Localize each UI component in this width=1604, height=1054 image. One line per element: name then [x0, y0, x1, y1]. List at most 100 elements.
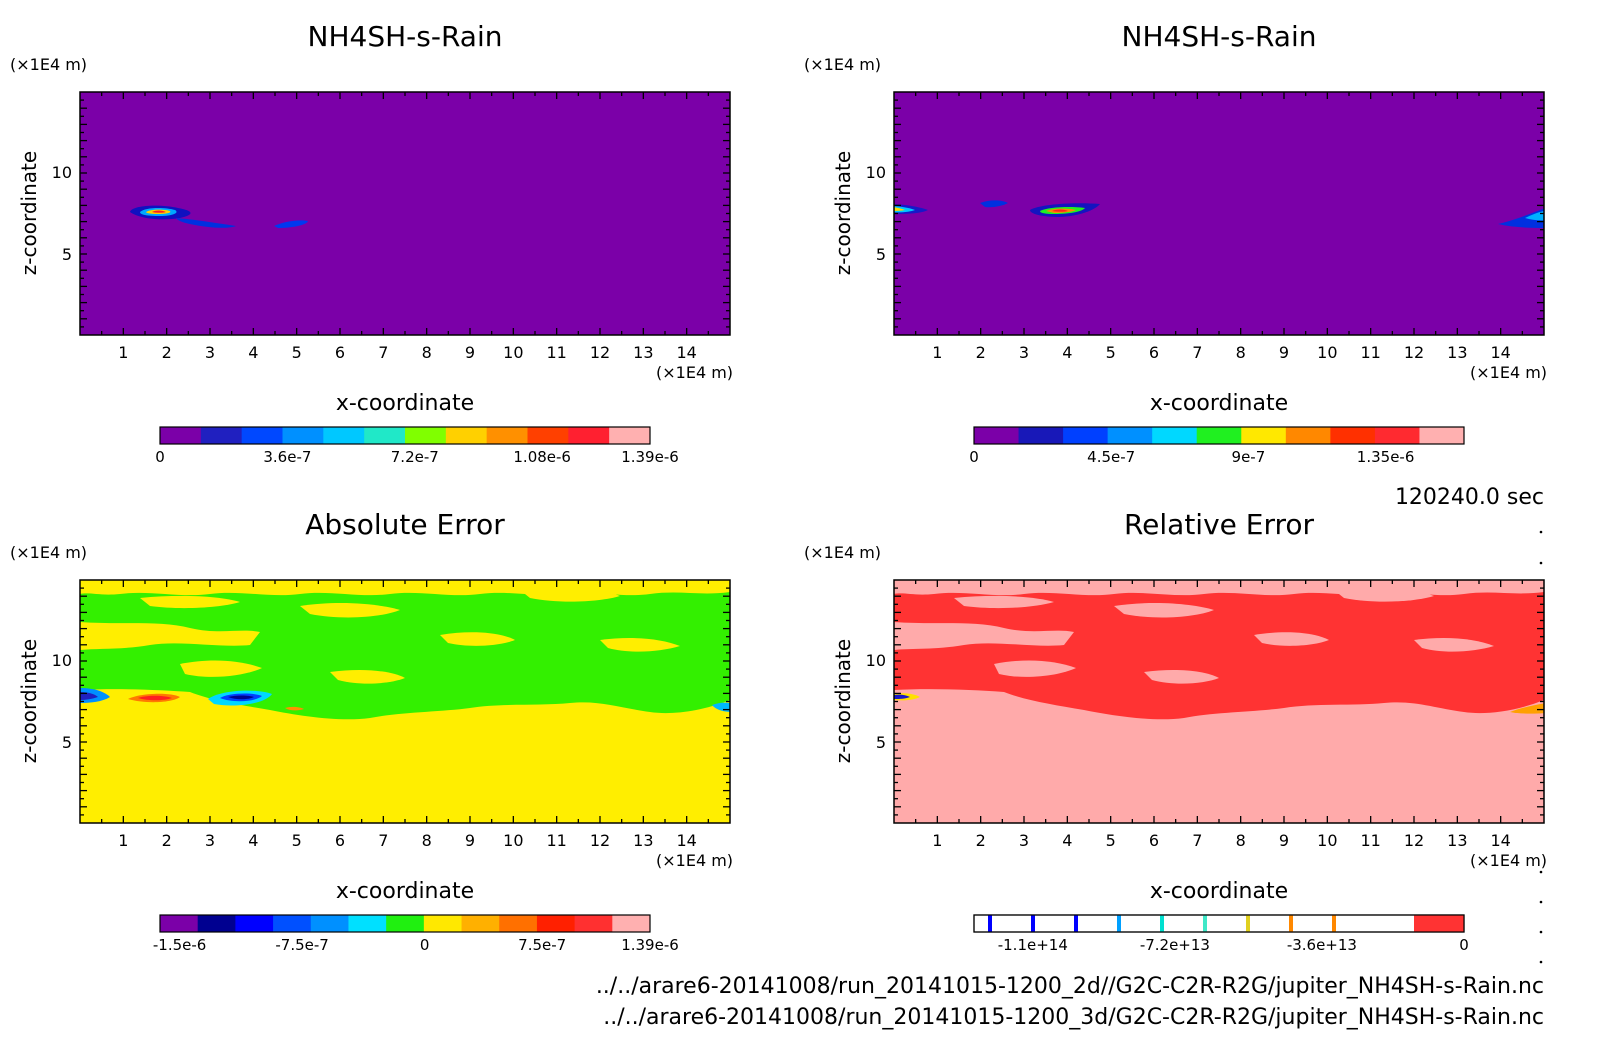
ticks	[80, 92, 730, 335]
colorbar-stripe	[1203, 915, 1207, 932]
x-tick-label: 14	[1490, 831, 1510, 850]
x-tick-label: 14	[1490, 343, 1510, 362]
colorbar-segment	[974, 427, 1020, 444]
x-tick-label: 8	[1236, 343, 1246, 362]
x-tick-label: 7	[1192, 343, 1202, 362]
colorbar-segment	[160, 427, 202, 444]
x-tick-label: 8	[422, 343, 432, 362]
colorbar-segment	[1107, 427, 1153, 444]
colorbar-tick-label: 9e-7	[1232, 448, 1266, 466]
colorbar-segment	[536, 915, 576, 932]
colorbar-segment	[499, 915, 538, 932]
y-axis-label: z-coordinate	[17, 151, 41, 275]
x-tick-label: 6	[1149, 831, 1159, 850]
colorbar-segment	[323, 427, 365, 444]
x-tick-label: 2	[162, 343, 172, 362]
x-tick-label: 3	[1019, 343, 1029, 362]
ticks	[894, 580, 1544, 823]
y-tick-label: 10	[866, 651, 886, 670]
colorbar-segment	[1152, 427, 1198, 444]
colorbar-segment	[386, 915, 425, 932]
x-tick-label: 11	[546, 343, 566, 362]
x-tick-label: 8	[422, 831, 432, 850]
y-unit-label: (×1E4 m)	[804, 543, 881, 562]
y-axis-label: z-coordinate	[17, 639, 41, 763]
y-unit-label: (×1E4 m)	[804, 55, 881, 74]
colorbar: -1.1e+14 -7.2e+13 -3.6e+13 0	[973, 914, 1469, 954]
x-tick-label: 13	[633, 831, 653, 850]
ticks	[80, 580, 730, 823]
colorbar-segment	[1063, 427, 1109, 444]
colorbar-frame	[159, 426, 651, 445]
x-tick-label: 4	[248, 831, 258, 850]
ticks	[894, 92, 1544, 335]
y-unit-label: (×1E4 m)	[10, 543, 87, 562]
x-tick-label: 2	[976, 831, 986, 850]
x-tick-label: 9	[465, 831, 475, 850]
x-tick-label: 5	[1106, 343, 1116, 362]
x-tick-label: 14	[676, 831, 696, 850]
y-unit-label: (×1E4 m)	[10, 55, 87, 74]
colorbar-segment	[197, 915, 236, 932]
time-label: 120240.0 sec	[1395, 485, 1544, 510]
x-tick-label: 9	[1279, 831, 1289, 850]
colorbar-tick-label: 1.35e-6	[1357, 448, 1415, 466]
colorbar-segment	[1196, 427, 1242, 444]
y-tick-label: 5	[62, 245, 72, 264]
colorbar-segment	[423, 915, 463, 932]
x-tick-label: 2	[976, 343, 986, 362]
x-tick-label: 6	[335, 831, 345, 850]
x-tick-label: 1	[118, 831, 128, 850]
colorbar-segment	[348, 915, 387, 932]
plot-field	[80, 580, 730, 823]
colorbar-tick-label: 7.2e-7	[391, 448, 439, 466]
x-tick-label: 3	[1019, 831, 1029, 850]
colorbar-stripe	[1332, 915, 1336, 932]
colorbar-stripe	[1246, 915, 1250, 932]
panel-top-right: NH4SH-s-Rain (×1E4 m) 1 2 3 4 5 6 7 8 9 10 11	[804, 20, 1547, 466]
x-tick-labels: 1 2 3 4 5 6 7 8 9 10 11 12 13 14	[118, 831, 697, 850]
feature-positive-core	[128, 693, 180, 703]
colorbar-stripe	[1031, 915, 1035, 932]
x-tick-label: 13	[1447, 831, 1467, 850]
colorbar-segment	[241, 427, 283, 444]
x-tick-label: 10	[1317, 343, 1337, 362]
panel-top-left: NH4SH-s-Rain (×1E4 m) 1 2 3 4 5 6 7 8 9 10 11 12 13 1…	[10, 20, 733, 466]
x-tick-label: 4	[248, 343, 258, 362]
x-unit-label: (×1E4 m)	[656, 363, 733, 382]
x-tick-label: 12	[1404, 343, 1424, 362]
y-tick-label: 10	[52, 651, 72, 670]
colorbar-segment	[1285, 427, 1331, 444]
colorbar: 0 3.6e-7 7.2e-7 1.08e-6 1.39e-6	[155, 426, 679, 466]
x-tick-labels: 1 2 3 4 5 6 7 8 9 10 11 12 13 14	[932, 343, 1511, 362]
file-path-2: ../../arare6-20141008/run_20141015-1200_…	[603, 1005, 1544, 1030]
x-tick-label: 1	[932, 831, 942, 850]
colorbar-segment	[461, 915, 500, 932]
x-axis-label: x-coordinate	[1150, 391, 1288, 416]
colorbar-segment	[612, 915, 651, 932]
y-tick-label: 10	[52, 163, 72, 182]
x-tick-label: 7	[378, 343, 388, 362]
x-tick-label: 10	[503, 831, 523, 850]
colorbar: -1.5e-6 -7.5e-7 0 7.5e-7 1.39e-6	[153, 914, 679, 954]
x-unit-label: (×1E4 m)	[1470, 851, 1547, 870]
x-tick-label: 5	[1106, 831, 1116, 850]
x-tick-label: 1	[932, 343, 942, 362]
x-tick-label: 11	[1360, 831, 1380, 850]
x-tick-label: 4	[1062, 343, 1072, 362]
feature-blob	[274, 220, 308, 228]
x-tick-label: 9	[1279, 343, 1289, 362]
feature-max-core	[130, 205, 191, 220]
colorbar-segment	[235, 915, 274, 932]
x-axis-label: x-coordinate	[336, 391, 474, 416]
colorbar-zero-segment	[1414, 915, 1464, 932]
colorbar-stripe	[988, 915, 992, 932]
colorbar-stripe	[1117, 915, 1121, 932]
colorbar-stripe	[1289, 915, 1293, 932]
edge-dots	[1539, 530, 1543, 964]
y-tick-label: 10	[866, 163, 886, 182]
colorbar-frame	[973, 426, 1465, 445]
colorbar-tick-label: -3.6e+13	[1287, 936, 1357, 954]
colorbar-frame	[159, 914, 651, 933]
